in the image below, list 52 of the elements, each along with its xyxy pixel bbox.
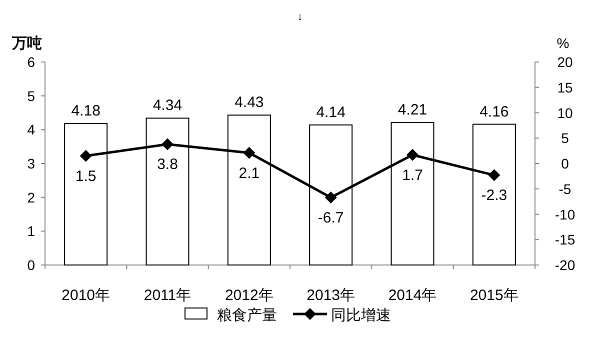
data-label: 3.8 <box>157 156 178 174</box>
y-tick-label: 2 <box>27 189 36 206</box>
同比增速: 1.5 3.8 2.1 -6.7 1.7 -2.3 <box>75 138 508 226</box>
y2-tick-label: -20 <box>554 257 576 273</box>
bar <box>390 122 434 266</box>
x-tick-label: 2012年 <box>224 287 274 304</box>
x-tick-label: 2014年 <box>388 287 437 304</box>
data-label: 1.5 <box>75 168 96 185</box>
bar <box>227 114 271 266</box>
point <box>488 169 500 182</box>
bar <box>146 118 190 266</box>
point <box>80 150 92 162</box>
data-label: 1.7 <box>402 166 423 184</box>
y2-tick-label: 15 <box>557 79 573 96</box>
x-tick-label: 2015年 <box>470 287 518 304</box>
data-label: 4.16 <box>480 103 509 120</box>
bar <box>309 124 353 266</box>
point <box>406 148 418 161</box>
bar <box>472 124 516 266</box>
y-tick-label: 0 <box>27 257 36 273</box>
y2-tick-label: 10 <box>557 104 573 121</box>
data-label: 4.43 <box>234 94 264 112</box>
data-label: -2.3 <box>481 187 508 204</box>
data-label: 4.14 <box>316 104 346 121</box>
y-tick-label: 1 <box>27 223 36 240</box>
y2-tick-label: -5 <box>558 180 572 197</box>
y-tick-label: 3 <box>27 156 36 172</box>
legend-label: 粮食产量 <box>217 307 277 324</box>
x-tick-label: 2013年 <box>306 287 356 304</box>
text: ↓ <box>297 11 303 23</box>
y-tick-label: 5 <box>27 88 36 104</box>
point <box>324 192 337 204</box>
y2-tick-label: 0 <box>561 156 570 172</box>
y-tick-label: 4 <box>27 122 36 138</box>
y-axis-title: 万吨 <box>11 35 42 52</box>
y2-tick-label: -15 <box>554 232 576 248</box>
data-label: 4.21 <box>398 102 428 119</box>
data-label: -6.7 <box>318 210 344 227</box>
point <box>162 138 174 150</box>
x-tick-label: 2011年 <box>144 287 192 304</box>
y2-axis-title: % <box>556 35 570 51</box>
data-label: 4.34 <box>152 97 182 114</box>
data-label: 2.1 <box>238 164 260 182</box>
x-tick-label: 2010年 <box>62 287 110 304</box>
y2-tick-label: 20 <box>557 54 573 70</box>
y2-tick-label: -10 <box>554 206 576 222</box>
point <box>243 146 256 159</box>
bar <box>64 123 108 266</box>
y-tick-label: 6 <box>27 54 36 70</box>
data-label: 4.18 <box>71 102 100 120</box>
legend-label: 同比增速 <box>331 307 391 324</box>
y2-tick-label: 5 <box>561 130 570 146</box>
